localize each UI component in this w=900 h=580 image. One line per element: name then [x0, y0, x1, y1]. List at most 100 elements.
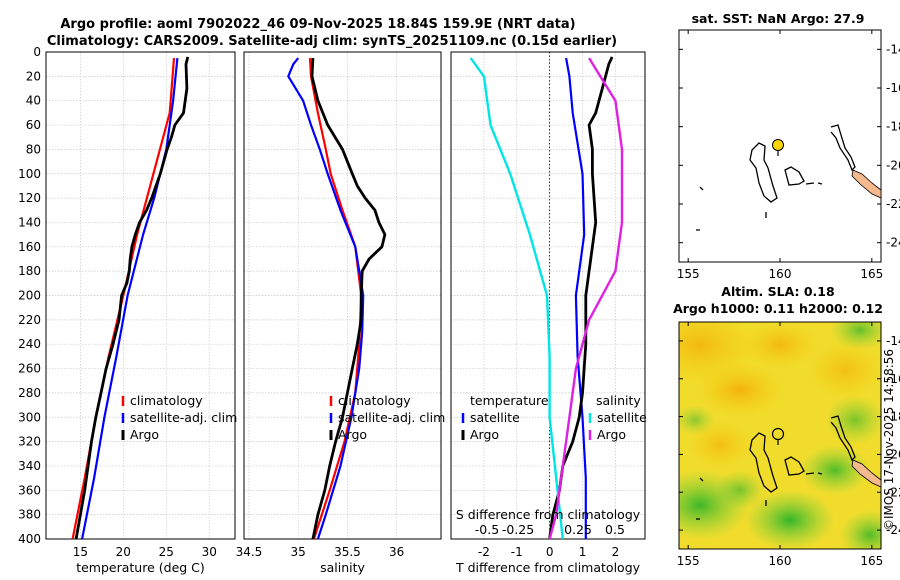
map-x-tick-label: 155	[677, 267, 700, 281]
sal-legend-label: climatology	[338, 393, 411, 408]
x-tick-label: -1	[511, 545, 523, 559]
figure-title-line1: Argo profile: aoml 7902022_46 09-Nov-202…	[60, 17, 575, 32]
axes-frame	[450, 51, 646, 540]
series-line-argo	[74, 56, 190, 540]
sst-map-title: sat. SST: NaN Argo: 27.9	[692, 11, 865, 26]
y-tick-label: 280	[18, 386, 41, 400]
diff-legend-right-label: Argo	[597, 427, 626, 442]
x-tick-label: 36	[389, 545, 404, 559]
map-y-tick-label: -22	[886, 485, 900, 499]
x-tick-label: 35	[291, 545, 306, 559]
x-tick-label: 0	[546, 545, 554, 559]
sla-map-panel: Altim. SLA: 0.18 Argo h1000: 0.11 h2000:…	[673, 284, 900, 568]
x-tick-label: 20	[116, 545, 131, 559]
map-y-tick-label: -16	[886, 81, 900, 95]
y-tick-label: 380	[18, 508, 41, 522]
map-x-tick-label: 165	[860, 554, 883, 568]
y-tick-label: 120	[18, 191, 41, 205]
temp-legend-label: satellite-adj. clim	[130, 410, 237, 425]
map-y-tick-label: -22	[886, 197, 900, 211]
sst-argo-marker	[772, 139, 784, 151]
y-tick-label: 240	[18, 337, 41, 351]
s-diff-tick-label: -0.25	[502, 522, 534, 537]
y-tick-label: 300	[18, 410, 41, 424]
figure-title-line2: Climatology: CARS2009. Satellite-adj cli…	[47, 34, 617, 49]
sst-map-coastlines	[696, 124, 856, 231]
sla-map-field	[679, 322, 881, 549]
y-tick-label: 340	[18, 459, 41, 473]
sla-map-title-line2: Argo h1000: 0.11 h2000: 0.12	[673, 301, 883, 316]
sla-map-ticks: 155 160 165 -14 -16 -18 -20 -22 -24	[677, 322, 900, 568]
y-tick-label: 220	[18, 313, 41, 327]
axes-frame	[243, 51, 442, 540]
diff-legend-left-label: satellite	[470, 410, 520, 425]
temp-legend-label: Argo	[130, 427, 159, 442]
y-tick-label: 20	[26, 69, 41, 83]
sla-map-coastlines	[696, 415, 856, 520]
diff-legend-left-title: temperature	[470, 393, 549, 408]
s-diff-tick-label: 0.25	[564, 522, 592, 537]
y-tick-label: 40	[26, 94, 41, 108]
y-tick-label: 200	[18, 289, 41, 303]
s-diff-tick-label: -0.5	[475, 522, 499, 537]
x-axis-label: T difference from climatology	[455, 560, 641, 575]
imos-watermark: ©IMOS 17-Nov-2025 14:58:56	[882, 349, 896, 531]
y-tick-label: 400	[18, 532, 41, 546]
x-tick-label: -2	[478, 545, 490, 559]
series-line-satellite-adj-clim	[81, 57, 179, 540]
diff-legend-right-label: satellite	[597, 410, 647, 425]
map-y-tick-label: -20	[886, 447, 900, 461]
temp-legend-label: climatology	[130, 393, 203, 408]
map-y-tick-label: -18	[886, 120, 900, 134]
series-line-s-argo	[548, 57, 624, 540]
x-tick-label: 35.5	[334, 545, 361, 559]
map-y-tick-label: -18	[886, 410, 900, 424]
map-y-tick-label: -24	[886, 523, 900, 537]
x-tick-label: 30	[202, 545, 217, 559]
difference-profile-panel: -2 -1 0 1 2T difference from climatology temp…	[450, 51, 647, 575]
map-x-tick-label: 160	[769, 267, 792, 281]
y-tick-label: 160	[18, 240, 41, 254]
y-tick-label: 360	[18, 483, 41, 497]
s-diff-tick-label: 0.5	[605, 522, 625, 537]
diff-legend-right-title: salinity	[596, 393, 641, 408]
series-line-satellite-adj-clim	[287, 57, 365, 540]
x-tick-label: 1	[579, 545, 587, 559]
x-tick-label: 15	[73, 545, 88, 559]
sst-map-land	[851, 169, 882, 199]
x-axis-label: temperature (deg C)	[76, 560, 205, 575]
map-y-tick-label: -14	[886, 42, 900, 56]
x-tick-label: 34.5	[236, 545, 263, 559]
y-tick-label: 320	[18, 435, 41, 449]
diff-legend-left-label: Argo	[470, 427, 499, 442]
series-line-climatology	[308, 58, 363, 540]
x-tick-label: 2	[612, 545, 620, 559]
y-tick-label: 80	[26, 142, 41, 156]
y-tick-label: 60	[26, 118, 41, 132]
y-tick-label: 140	[18, 215, 41, 229]
series-line-s-satellite	[469, 57, 564, 540]
sal-legend-label: Argo	[338, 427, 367, 442]
series-line-t-argo	[548, 56, 614, 540]
map-x-tick-label: 160	[769, 554, 792, 568]
y-tick-label: 100	[18, 167, 41, 181]
x-tick-label: 25	[159, 545, 174, 559]
y-tick-label: 0	[33, 45, 41, 59]
x-axis-label: salinity	[320, 560, 365, 575]
series-line-argo	[310, 58, 387, 540]
axes-frame	[45, 51, 236, 540]
sst-map-panel: sat. SST: NaN Argo: 27.9 155 160 165 -14 -16…	[677, 11, 900, 281]
map-y-tick-label: -16	[886, 372, 900, 386]
sst-map-ticks: 155 160 165 -14 -16 -18 -20 -22 -24	[677, 30, 900, 281]
map-y-tick-label: -14	[886, 334, 900, 348]
y-tick-label: 260	[18, 362, 41, 376]
salinity-profile-panel: 34.5 35 35.5 36 salinity climatology satellite…	[236, 51, 445, 575]
sla-map-title-line1: Altim. SLA: 0.18	[721, 284, 834, 299]
sal-legend-label: satellite-adj. clim	[338, 410, 445, 425]
sla-map-land	[851, 459, 882, 488]
temperature-profile-panel: 0 20 40 60 80 100 120 140 160 180 200 220 240 260 280 3…	[18, 45, 237, 575]
y-tick-label: 180	[18, 264, 41, 278]
map-x-tick-label: 155	[677, 554, 700, 568]
map-y-tick-label: -20	[886, 158, 900, 172]
